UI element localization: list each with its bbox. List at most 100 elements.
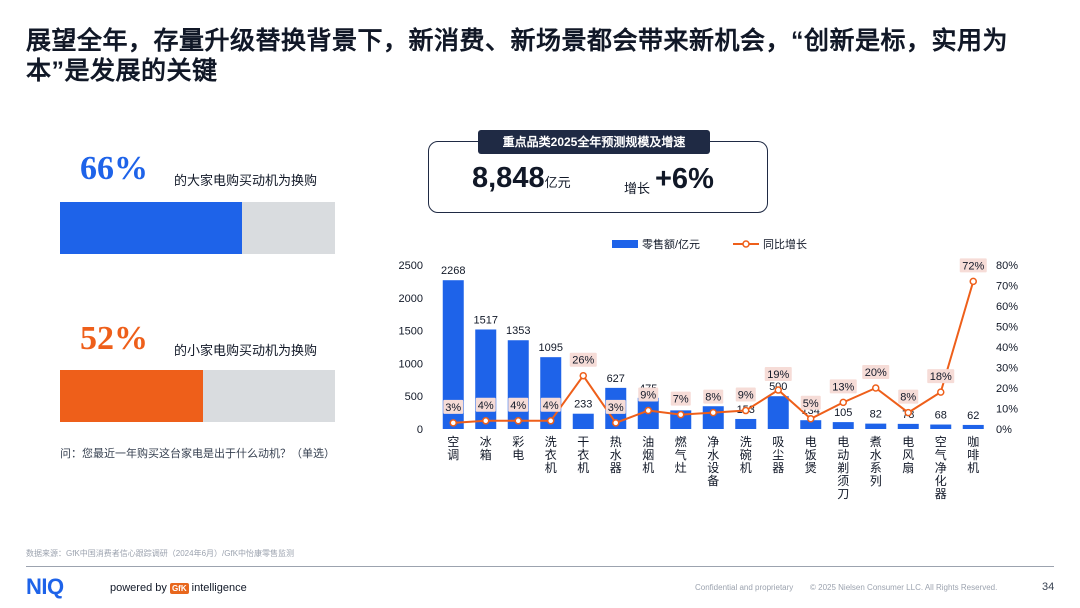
legend-bar-label: 零售额/亿元 — [642, 237, 700, 251]
powered-by-text: powered by — [110, 582, 167, 594]
growth-point — [644, 406, 652, 415]
x-tick-label: 净水设备 — [707, 435, 719, 488]
x-tick-label: 咖啡机 — [967, 434, 979, 475]
growth-point — [742, 406, 750, 415]
x-tick-label: 吸尘器 — [772, 435, 784, 475]
y-left-tick-label: 0 — [417, 424, 423, 436]
bar-10 — [735, 418, 757, 429]
growth-value-label: 4% — [478, 400, 494, 412]
growth-point — [904, 408, 912, 417]
x-tick-label: 电饭煲 — [805, 435, 817, 475]
bar-value-label: 2268 — [441, 265, 465, 277]
gfk-logo: GfK — [169, 582, 189, 594]
stat-large-appliance-bar — [60, 202, 335, 254]
growth-label-bg — [443, 399, 464, 414]
bar-value-label: 1353 — [506, 325, 530, 337]
legend-line-marker — [742, 240, 750, 248]
y-right-tick-label: 30% — [996, 363, 1018, 375]
growth-value-label: 19% — [767, 369, 789, 381]
growth-value-label: 4% — [510, 400, 526, 412]
page-number: 34 — [1042, 581, 1055, 593]
legend-bar-swatch — [612, 240, 638, 248]
bar-2 — [475, 329, 497, 429]
x-tick-label: 电动剃须刀 — [837, 435, 849, 501]
bar-value-label: 627 — [607, 373, 625, 385]
bar-3 — [507, 340, 529, 429]
bar-value-label: 105 — [834, 407, 852, 419]
growth-value-label: 3% — [445, 402, 461, 414]
x-tick-label: 热水器 — [610, 435, 622, 475]
powered-by: powered by GfK intelligence — [110, 582, 247, 594]
growth-point — [579, 371, 587, 380]
growth-point — [807, 415, 815, 423]
y-left-tick-label: 2000 — [399, 293, 423, 305]
y-right-tick-label: 60% — [996, 301, 1018, 313]
growth-value-label: 8% — [705, 392, 721, 404]
bar-value-label: 233 — [574, 399, 592, 411]
niq-logo: NIQ — [26, 574, 64, 599]
bar-13 — [832, 422, 854, 429]
x-tick-label: 空调 — [447, 435, 459, 462]
bar-17 — [962, 424, 984, 429]
bar-15 — [897, 423, 919, 429]
growth-point — [969, 277, 977, 286]
y-left-tick-label: 1000 — [399, 358, 423, 370]
growth-value-label: 9% — [640, 390, 656, 402]
y-left-tick-label: 500 — [405, 391, 423, 403]
bar-5 — [572, 413, 594, 429]
y-right-tick-label: 10% — [996, 404, 1018, 416]
growth-label-bg — [703, 389, 724, 404]
growth-point — [514, 417, 522, 425]
growth-label-bg — [475, 397, 496, 412]
stat-small-appliance-label: 的小家电购买动机为换购 — [174, 343, 318, 358]
growth-label-bg — [959, 258, 987, 273]
growth-value-label: 26% — [572, 355, 594, 367]
legend-line-label: 同比增长 — [763, 237, 807, 251]
growth-value-label: 5% — [803, 398, 819, 410]
y-right-tick-label: 20% — [996, 383, 1018, 395]
y-right-tick-label: 80% — [996, 260, 1018, 272]
growth-point — [449, 419, 457, 427]
footer-divider — [26, 566, 1054, 567]
growth-label-bg — [670, 391, 691, 406]
bar-value-label: 1517 — [474, 314, 498, 326]
growth-label-bg — [540, 397, 561, 412]
kpi-value-number: 8,848 — [472, 162, 545, 194]
x-tick-label: 冰箱 — [480, 435, 492, 462]
growth-point — [872, 384, 880, 392]
growth-value-label: 7% — [673, 394, 689, 406]
growth-point — [677, 410, 685, 419]
y-right-tick-label: 40% — [996, 342, 1018, 354]
kpi-growth-label: 增长 — [624, 181, 651, 196]
growth-label-bg — [735, 387, 756, 402]
x-tick-label: 燃气灶 — [675, 434, 687, 475]
bar-12 — [800, 420, 822, 429]
growth-label-bg — [927, 369, 955, 384]
bar-value-label: 68 — [935, 410, 947, 422]
kpi-growth-value: +6% — [655, 163, 714, 195]
y-right-tick-label: 50% — [996, 322, 1018, 334]
bar-16 — [930, 424, 952, 429]
growth-point — [612, 419, 620, 427]
bar-value-label: 82 — [870, 409, 882, 421]
bar-1 — [442, 280, 464, 429]
stat-large-appliance-bar-fill — [60, 202, 242, 254]
bar-11 — [767, 396, 789, 429]
y-left-tick-label: 1500 — [399, 326, 423, 338]
growth-value-label: 72% — [962, 260, 984, 272]
stat-small-appliance-bar — [60, 370, 335, 422]
kpi-unit: 亿元 — [544, 175, 571, 190]
growth-label-bg — [605, 399, 626, 414]
page-title: 展望全年，存量升级替换背景下，新消费、新场景都会带来新机会，“创新是标，实用为本… — [26, 27, 1009, 85]
confidential-note: Confidential and proprietary — [695, 583, 794, 592]
growth-label-bg — [569, 352, 597, 367]
growth-point — [547, 417, 555, 425]
growth-value-label: 8% — [900, 392, 916, 404]
stat-large-appliance-value: 66% — [80, 150, 148, 187]
growth-label-bg — [638, 387, 659, 402]
growth-label-bg — [898, 389, 919, 404]
stat-small-appliance-bar-fill — [60, 370, 203, 422]
growth-value-label: 3% — [608, 402, 624, 414]
y-left-tick-label: 2500 — [399, 260, 423, 272]
